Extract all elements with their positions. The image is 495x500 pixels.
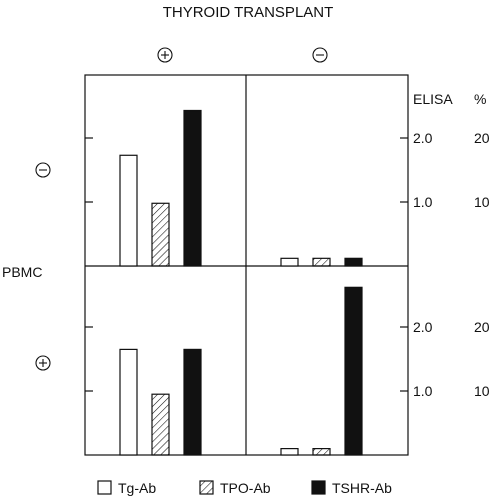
elisa-tick-label: 1.0: [413, 194, 433, 210]
bars: [119, 109, 363, 456]
row-headers: [35, 162, 51, 371]
percent-axis-label: %: [474, 91, 486, 107]
elisa-axis-label: ELISA: [413, 91, 453, 107]
bar-tshr-ab: [183, 348, 202, 456]
percent-tick-label: 20: [474, 130, 490, 146]
bar-tg-ab: [119, 348, 138, 456]
bar-tpo-ab: [312, 257, 331, 267]
bar-tpo-ab: [151, 393, 170, 456]
y-axis-ticks: 1.0 10 2.0 20 1.0 10 2.0 20: [85, 130, 490, 399]
percent-tick-label: 20: [474, 319, 490, 335]
legend: Tg-Ab TPO-Ab TSHR-Ab: [97, 480, 392, 496]
elisa-tick-label: 2.0: [413, 130, 433, 146]
legend-item: TPO-Ab: [199, 480, 271, 496]
bar-tg-ab: [280, 448, 299, 456]
bar-tg-ab: [119, 154, 138, 267]
legend-swatch: [97, 480, 112, 495]
chart-title: THYROID TRANSPLANT: [163, 4, 334, 21]
minus-icon: [312, 47, 328, 63]
plus-icon: [157, 47, 173, 63]
percent-tick-label: 10: [474, 194, 490, 210]
bar-tshr-ab: [344, 286, 363, 456]
legend-item: TSHR-Ab: [311, 480, 392, 496]
plus-icon: [35, 355, 51, 371]
legend-item: Tg-Ab: [97, 480, 156, 496]
legend-label: Tg-Ab: [118, 480, 156, 496]
elisa-tick-label: 1.0: [413, 383, 433, 399]
legend-swatch: [311, 480, 326, 495]
bar-tg-ab: [280, 257, 299, 267]
minus-icon: [35, 162, 51, 178]
column-headers: [157, 47, 328, 63]
legend-swatch: [199, 480, 214, 495]
legend-label: TSHR-Ab: [332, 480, 392, 496]
legend-label: TPO-Ab: [220, 480, 271, 496]
bar-tshr-ab: [183, 109, 202, 267]
row-axis-label: PBMC: [2, 264, 42, 280]
elisa-tick-label: 2.0: [413, 319, 433, 335]
bar-tpo-ab: [151, 202, 170, 267]
bar-tpo-ab: [312, 448, 331, 456]
percent-tick-label: 10: [474, 383, 490, 399]
bar-tshr-ab: [344, 257, 363, 267]
